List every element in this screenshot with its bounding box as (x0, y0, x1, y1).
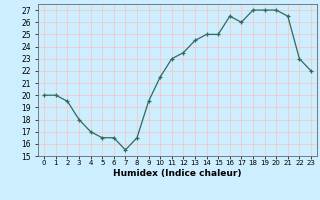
X-axis label: Humidex (Indice chaleur): Humidex (Indice chaleur) (113, 169, 242, 178)
